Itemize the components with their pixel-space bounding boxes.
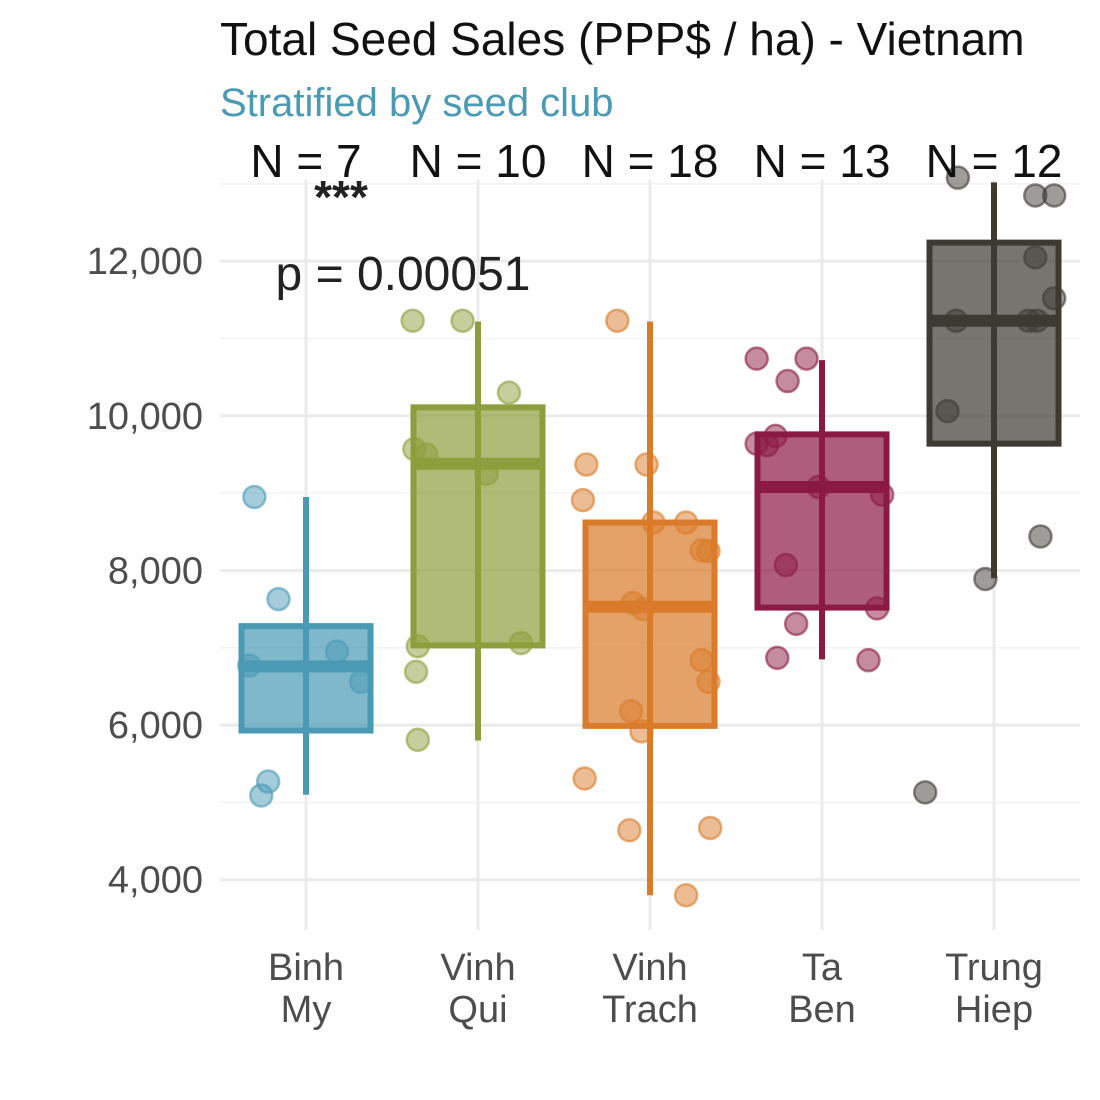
data-point [405, 633, 431, 659]
data-point [696, 538, 721, 564]
n-count-label: N = 18 [582, 135, 719, 187]
data-point [618, 698, 644, 724]
data-point [1041, 183, 1067, 208]
data-point [474, 461, 499, 487]
data-point [570, 487, 596, 513]
boxes [238, 182, 1062, 896]
p-value-label: p = 0.00051 [276, 248, 531, 301]
data-point [617, 818, 642, 843]
data-point [935, 398, 960, 424]
data-point [697, 815, 723, 841]
box-group [926, 182, 1062, 579]
box [238, 623, 374, 734]
y-tick-label: 6,000 [108, 705, 203, 747]
data-point [508, 630, 534, 656]
box [410, 404, 546, 649]
data-point [869, 482, 895, 507]
data-point [1041, 286, 1067, 311]
data-point [1024, 308, 1050, 333]
x-tick-label: Trung [945, 947, 1043, 989]
x-tick-label: Trach [602, 989, 698, 1031]
data-point [634, 452, 659, 477]
data-point [856, 647, 881, 673]
x-tick-label: Vinh [440, 947, 515, 989]
data-point [1028, 524, 1053, 549]
x-tick-label: Binh [268, 947, 344, 989]
n-count-label: N = 7 [250, 135, 361, 187]
x-tick-label: My [281, 989, 332, 1031]
data-point [773, 552, 799, 578]
data-point [673, 510, 699, 535]
x-tick-label: Vinh [612, 947, 687, 989]
data-point [641, 510, 666, 535]
data-point [405, 727, 431, 753]
y-tick-label: 4,000 [108, 860, 203, 902]
x-tick-label: Hiep [955, 989, 1033, 1031]
data-point [754, 432, 780, 458]
data-point [629, 719, 654, 744]
data-point [744, 346, 769, 371]
data-point [765, 645, 790, 671]
data-point [673, 882, 699, 908]
data-point [775, 368, 800, 394]
y-tick-label: 12,000 [87, 241, 203, 283]
data-points [236, 165, 1067, 908]
y-tick-label: 8,000 [108, 550, 203, 592]
box [754, 431, 890, 611]
box-group [238, 497, 374, 795]
x-tick-label: Ta [802, 947, 843, 989]
data-point [605, 308, 630, 333]
chart-subtitle: Stratified by seed club [220, 81, 614, 125]
data-point [973, 566, 998, 592]
data-point [249, 783, 274, 808]
chart-title: Total Seed Sales (PPP$ / ha) - Vietnam [220, 13, 1025, 65]
data-point [794, 346, 819, 371]
y-tick-label: 10,000 [87, 396, 203, 438]
data-point [242, 484, 267, 510]
data-point [945, 165, 971, 190]
n-count-label: N = 12 [926, 135, 1063, 187]
data-point [403, 659, 429, 685]
data-point [630, 596, 656, 622]
data-point [324, 639, 350, 664]
data-point [912, 780, 938, 805]
data-point [864, 596, 890, 621]
data-point [496, 380, 522, 405]
n-count-label: N = 10 [410, 135, 547, 187]
data-point [1023, 245, 1048, 270]
x-tick-label: Qui [448, 989, 507, 1031]
box-group [410, 321, 546, 741]
data-point [400, 308, 425, 333]
data-point [783, 611, 809, 637]
data-point [414, 442, 439, 467]
data-point [236, 653, 262, 678]
significance-stars: *** [314, 171, 368, 223]
box-group [754, 360, 890, 660]
x-tick-label: Ben [788, 989, 856, 1031]
data-point [348, 669, 374, 695]
data-point [450, 308, 475, 333]
data-point [266, 586, 291, 612]
n-count-label: N = 13 [754, 135, 891, 187]
data-point [572, 766, 597, 791]
data-point [574, 452, 599, 477]
data-point [696, 669, 721, 695]
data-point [806, 474, 831, 500]
data-point [943, 308, 969, 333]
data-point [689, 647, 714, 673]
